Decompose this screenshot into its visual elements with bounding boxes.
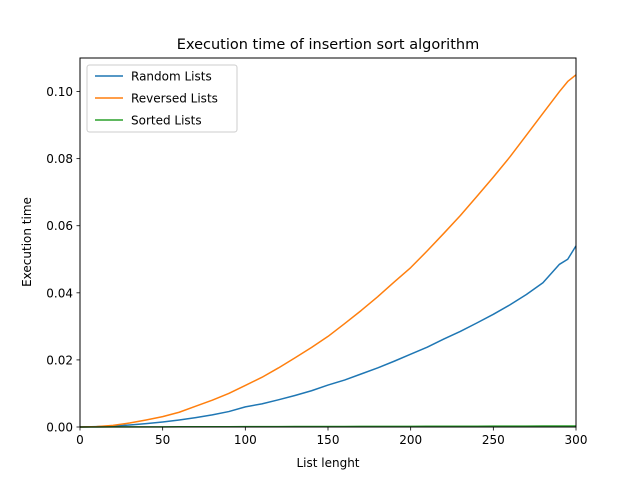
x-tick-label: 250	[482, 433, 505, 447]
x-tick-label: 150	[317, 433, 340, 447]
y-tick-label: 0.06	[46, 219, 73, 233]
x-tick-label: 0	[76, 433, 84, 447]
y-tick-label: 0.00	[46, 421, 73, 435]
x-axis-label: List lenght	[296, 456, 359, 470]
legend-label: Sorted Lists	[131, 114, 202, 128]
x-tick-label: 100	[234, 433, 257, 447]
x-axis: 0 50 100 150 200 250 300	[76, 427, 587, 447]
legend: Random Lists Reversed Lists Sorted Lists	[86, 64, 238, 133]
y-tick-label: 0.02	[46, 353, 73, 367]
legend-box	[86, 64, 238, 133]
y-tick-label: 0.08	[46, 152, 73, 166]
y-axis: 0.00 0.02 0.04 0.06 0.08 0.10	[46, 85, 80, 435]
x-tick-label: 200	[399, 433, 422, 447]
chart-title: Execution time of insertion sort algorit…	[177, 37, 479, 53]
legend-label: Reversed Lists	[131, 92, 218, 106]
y-tick-label: 0.10	[46, 85, 73, 99]
y-tick-label: 0.04	[46, 286, 73, 300]
x-tick-label: 50	[155, 433, 170, 447]
legend-label: Random Lists	[131, 70, 212, 84]
series-line-reversed-lists	[79, 74, 577, 428]
x-tick-label: 300	[565, 433, 588, 447]
series-line-random-lists	[79, 245, 577, 428]
y-axis-label: Execution time	[20, 197, 34, 287]
